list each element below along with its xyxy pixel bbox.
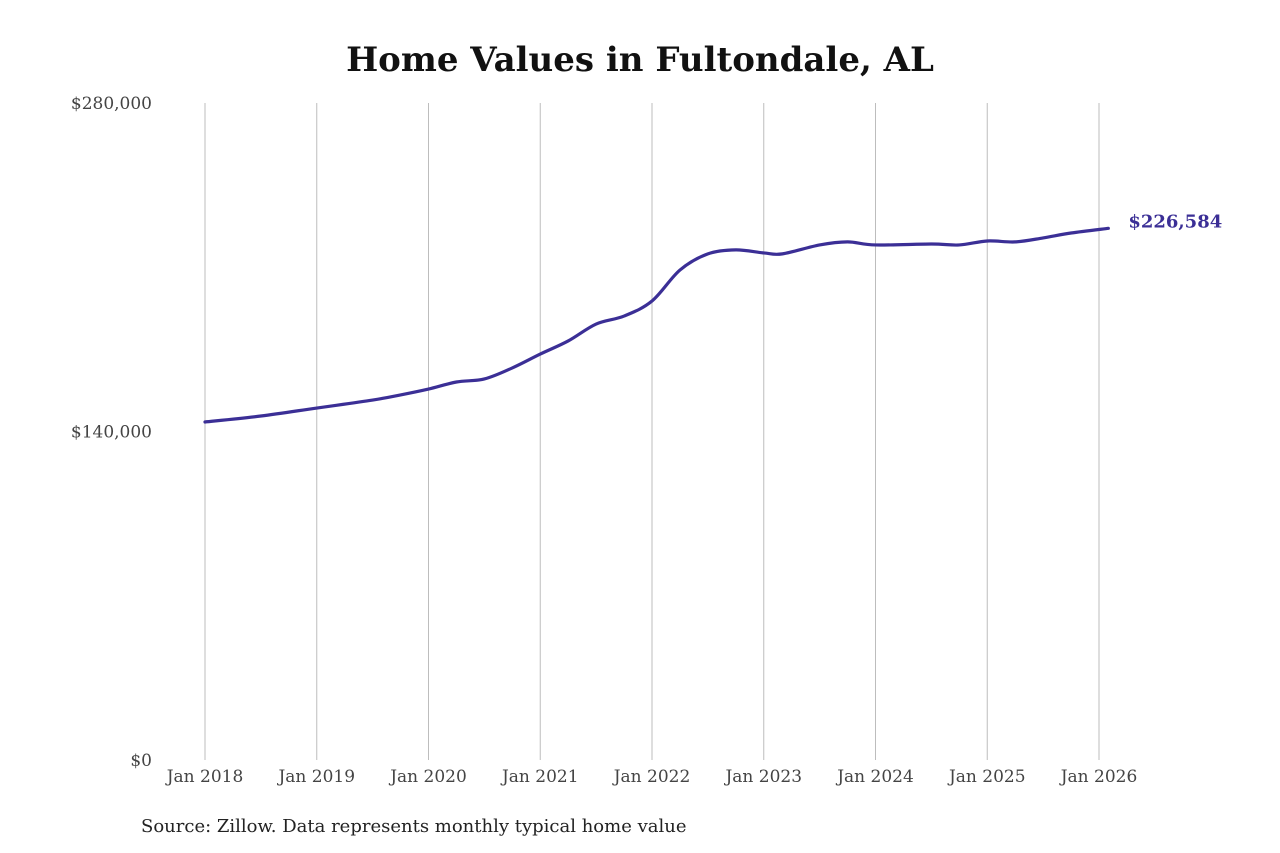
y-tick-label: $140,000 <box>71 423 152 443</box>
x-tick-label: Jan 2023 <box>723 767 802 787</box>
x-tick-label: Jan 2020 <box>388 767 467 787</box>
series-line <box>203 226 1110 424</box>
x-tick-label: Jan 2024 <box>835 767 914 787</box>
x-tick-label: Jan 2026 <box>1059 767 1138 787</box>
y-tick-label: $280,000 <box>71 94 152 114</box>
end-value-label: $226,584 <box>1128 211 1222 232</box>
y-tick-label: $0 <box>130 751 152 771</box>
x-tick-label: Jan 2018 <box>165 767 244 787</box>
x-tick-label: Jan 2019 <box>276 767 355 787</box>
source-note: Source: Zillow. Data represents monthly … <box>141 816 687 837</box>
x-tick-label: Jan 2025 <box>947 767 1026 787</box>
chart-title: Home Values in Fultondale, AL <box>346 40 934 80</box>
x-tick-label: Jan 2022 <box>612 767 691 787</box>
x-tick-label: Jan 2021 <box>500 767 579 787</box>
